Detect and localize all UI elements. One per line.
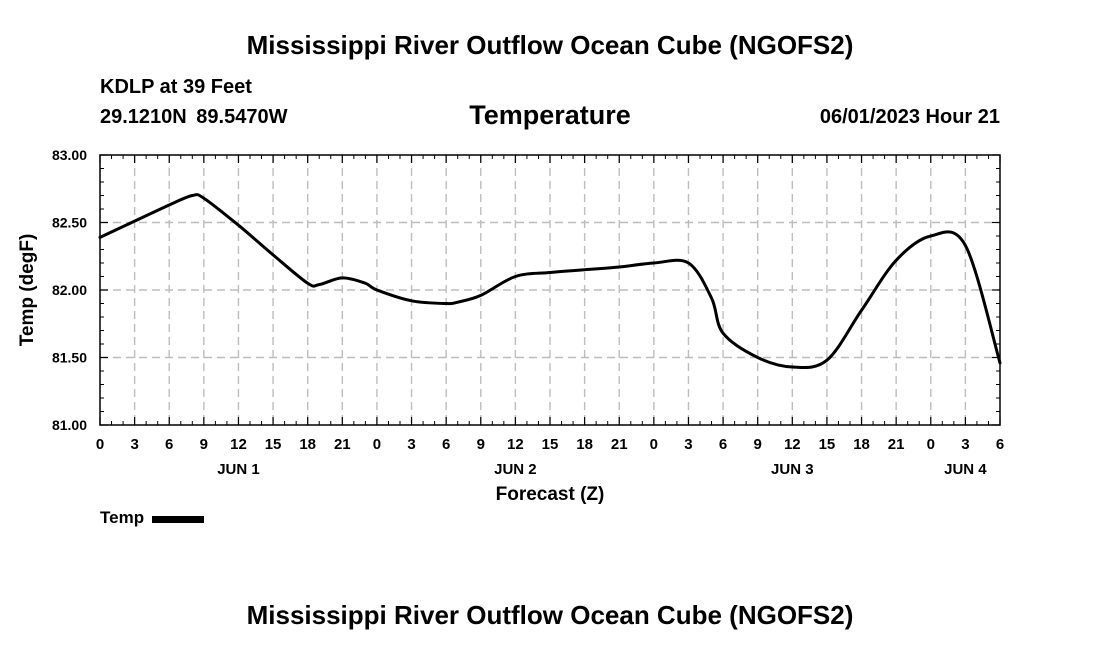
main-title: Mississippi River Outflow Ocean Cube (NG…	[246, 30, 854, 60]
x-tick-label: 15	[819, 436, 836, 453]
x-tick-label: 15	[542, 436, 559, 453]
x-tick-label: 21	[334, 436, 351, 453]
datetime-label: 06/01/2023 Hour 21	[819, 106, 1000, 128]
x-tick-label: 3	[684, 436, 692, 453]
x-tick-label: 21	[611, 436, 628, 453]
axis-labels: 0 3 6 9 12 15 18 21 0 3 6 9 12 15 18 21 0 3 6 9 12 15 18 21 0 3 6 8…	[52, 147, 1004, 478]
y-axis-title: Temp (degF)	[17, 234, 38, 347]
y-tick-label: 81.50	[52, 350, 87, 366]
temp-series-line	[98, 193, 1002, 370]
x-tick-label: 0	[96, 436, 104, 453]
station-label: KDLP at 39 Feet	[100, 76, 252, 98]
day-label: JUN 4	[944, 461, 987, 478]
x-tick-label: 21	[888, 436, 905, 453]
x-tick-label: 18	[576, 436, 593, 453]
y-tick-label: 82.50	[52, 215, 87, 231]
x-tick-label: 6	[719, 436, 727, 453]
x-tick-label: 3	[961, 436, 969, 453]
y-tick-label: 81.00	[52, 417, 87, 433]
x-tick-label: 12	[230, 436, 247, 453]
legend-label: Temp	[100, 508, 145, 527]
y-tick-label: 82.00	[52, 282, 87, 298]
footer-title: Mississippi River Outflow Ocean Cube (NG…	[246, 600, 854, 630]
x-tick-label: 9	[200, 436, 208, 453]
grid-lines	[100, 155, 1000, 425]
x-tick-label: 18	[853, 436, 870, 453]
x-tick-label: 3	[407, 436, 415, 453]
x-tick-label: 0	[650, 436, 658, 453]
x-tick-label: 18	[299, 436, 316, 453]
x-tick-label: 15	[265, 436, 282, 453]
x-tick-label: 6	[165, 436, 173, 453]
legend-swatch	[152, 516, 205, 523]
day-label: JUN 2	[494, 461, 537, 478]
variable-title: Temperature	[469, 100, 631, 130]
x-tick-label: 9	[477, 436, 485, 453]
x-axis-title: Forecast (Z)	[496, 484, 605, 505]
day-label: JUN 1	[217, 461, 260, 478]
x-tick-label: 3	[130, 436, 138, 453]
x-tick-label: 12	[507, 436, 524, 453]
x-tick-label: 6	[996, 436, 1004, 453]
plot-frame	[99, 154, 1001, 426]
y-tick-label: 83.00	[52, 147, 87, 163]
x-tick-label: 0	[373, 436, 381, 453]
legend: Temp	[100, 508, 205, 528]
x-tick-label: 6	[442, 436, 450, 453]
x-tick-label: 0	[927, 436, 935, 453]
x-tick-label: 12	[784, 436, 801, 453]
day-label: JUN 3	[771, 461, 814, 478]
x-tick-label: 9	[754, 436, 762, 453]
coordinates-label: 29.1210N 89.5470W	[100, 106, 288, 128]
